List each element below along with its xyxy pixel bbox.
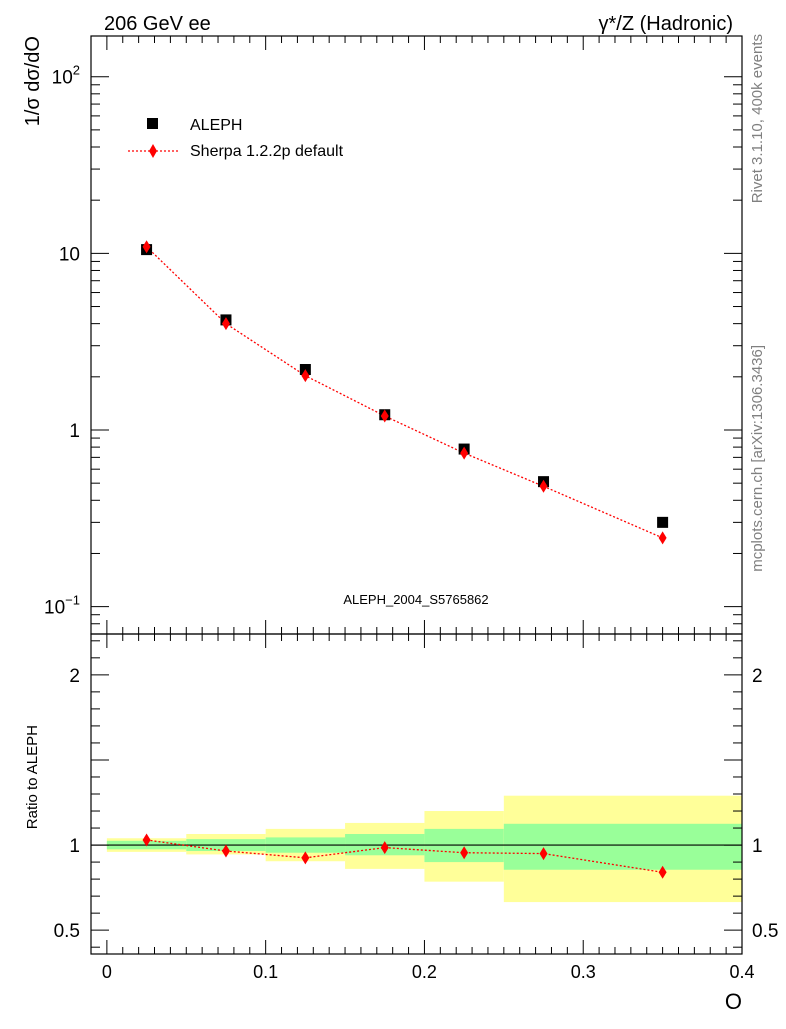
ratio-y-axis-label: Ratio to ALEPH bbox=[24, 725, 41, 829]
ratio-sherpa-point-2 bbox=[301, 851, 310, 865]
main-sherpa-line bbox=[146, 246, 663, 539]
ratio-plot-frame bbox=[90, 633, 743, 955]
main-y-axis-label: 1/σ dσ/dO bbox=[22, 36, 44, 126]
header-right-title: γ*/Z (Hadronic) bbox=[599, 13, 733, 35]
main-y-tick-exponent: −1 bbox=[65, 593, 80, 608]
legend-label-aleph: ALEPH bbox=[190, 117, 242, 134]
x-tick-label: 0.2 bbox=[412, 962, 437, 982]
ratio-sherpa-point-0 bbox=[142, 833, 151, 847]
ratio-sherpa-point-6 bbox=[658, 865, 667, 879]
main-y-tick-label: 1 bbox=[69, 421, 80, 442]
legend-marker-aleph bbox=[147, 118, 158, 129]
main-y-tick-label: 10 bbox=[59, 244, 80, 265]
main-aleph-point-6 bbox=[657, 516, 669, 528]
legend-label-sherpa: Sherpa 1.2.2p default bbox=[190, 143, 344, 160]
axis-ticks bbox=[91, 36, 743, 954]
ratio-sherpa-point-5 bbox=[539, 847, 548, 861]
ratio-sherpa-point-3 bbox=[380, 841, 389, 855]
x-axis-label: O bbox=[725, 989, 742, 1014]
series-lines bbox=[146, 246, 663, 873]
ratio-uncertainty-bands bbox=[106, 795, 742, 903]
x-tick-label: 0.3 bbox=[571, 962, 596, 982]
main-sherpa-point-0 bbox=[142, 240, 151, 254]
legend: ALEPH Sherpa 1.2.2p default bbox=[128, 117, 344, 160]
main-sherpa-point-2 bbox=[301, 369, 310, 383]
x-tick-label: 0.4 bbox=[729, 962, 754, 982]
ratio-y-tick-label-right: 0.5 bbox=[752, 921, 778, 942]
ratio-y-tick-label-right: 1 bbox=[752, 836, 763, 857]
ratio-y-tick-label: 2 bbox=[69, 666, 80, 687]
rivet-version-text: Rivet 3.1.10, 400k events bbox=[749, 34, 766, 203]
legend-marker-sherpa bbox=[149, 144, 157, 158]
mcplots-source-text: mcplots.cern.ch [arXiv:1306.3436] bbox=[749, 345, 766, 572]
ratio-y-tick-label: 0.5 bbox=[54, 921, 80, 942]
ratio-sherpa-point-1 bbox=[221, 844, 230, 858]
x-tick-label: 0.1 bbox=[253, 962, 278, 982]
main-sherpa-point-5 bbox=[539, 479, 548, 493]
ratio-y-tick-label-right: 2 bbox=[752, 666, 763, 687]
main-sherpa-point-3 bbox=[380, 409, 389, 423]
main-plot-frame bbox=[90, 35, 743, 635]
main-sherpa-point-4 bbox=[460, 446, 469, 460]
series-markers bbox=[141, 240, 669, 879]
main-sherpa-point-6 bbox=[658, 531, 667, 545]
main-y-tick-exponent: 2 bbox=[73, 63, 80, 78]
main-sherpa-point-1 bbox=[221, 317, 230, 331]
ratio-band-inner-5 bbox=[503, 823, 742, 870]
ratio-y-tick-label: 1 bbox=[69, 836, 80, 857]
analysis-watermark: ALEPH_2004_S5765862 bbox=[343, 592, 488, 607]
x-tick-label: 0 bbox=[102, 962, 112, 982]
ratio-sherpa-point-4 bbox=[460, 846, 469, 860]
header-left-title: 206 GeV ee bbox=[104, 13, 211, 35]
main-y-tick-label: 10−1 bbox=[44, 593, 80, 619]
main-y-tick-label: 102 bbox=[52, 63, 80, 89]
